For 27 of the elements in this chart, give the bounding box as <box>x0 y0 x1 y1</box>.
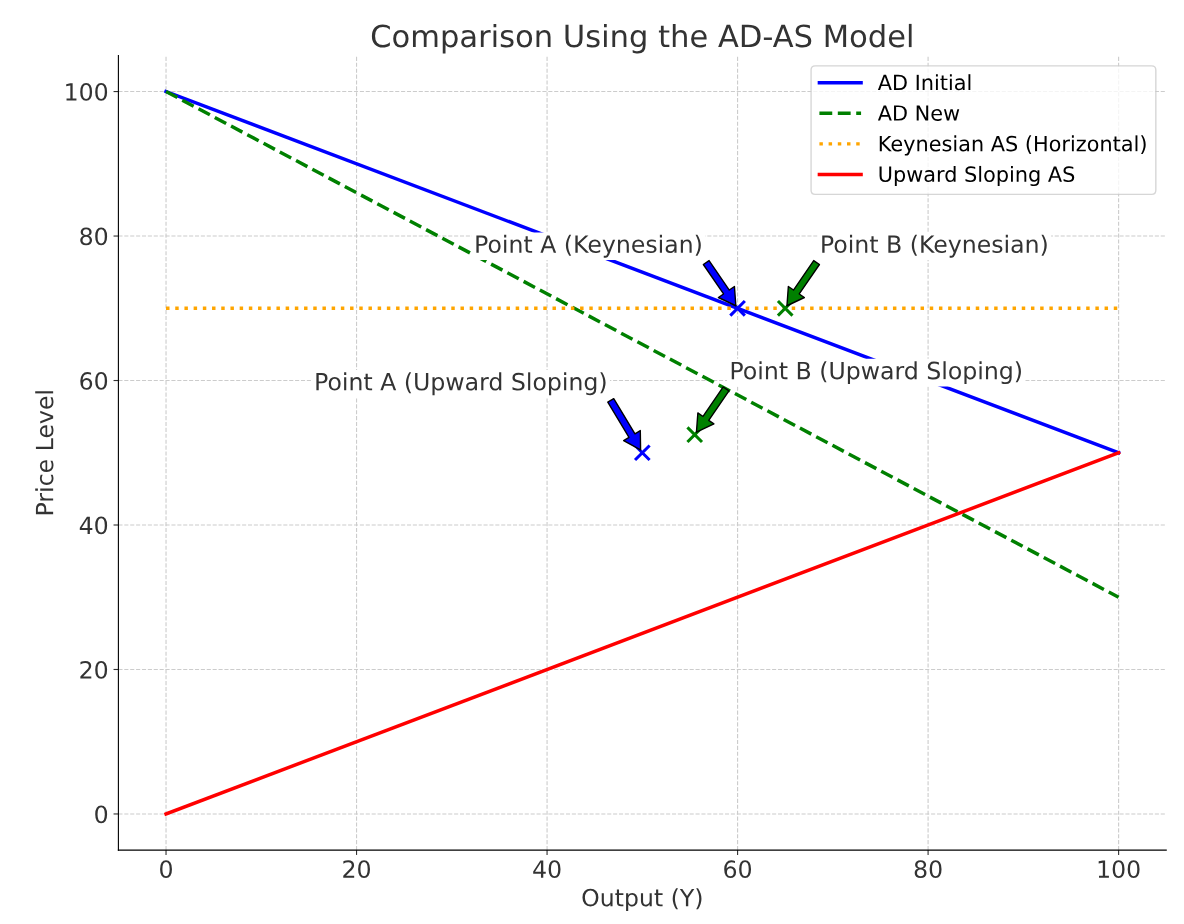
x-tick-label: 40 <box>533 860 561 879</box>
y-tick-label: 20 <box>80 660 108 679</box>
annotation: Point A (Keynesian) <box>476 234 701 258</box>
chart-title: Comparison Using the AD-AS Model <box>371 23 912 54</box>
legend-label: Upward Sloping AS <box>879 165 1075 187</box>
legend-label: Keynesian AS (Horizontal) <box>879 135 1146 156</box>
annotation: Point B (Keynesian) <box>822 234 1047 258</box>
x-tick-label: 20 <box>343 860 370 879</box>
y-axis-title: Price Level <box>35 391 54 515</box>
annotation: Point B (Upward Sloping) <box>731 361 1021 385</box>
y-tick-label: 40 <box>79 516 108 535</box>
y-tick-label: 100 <box>66 83 108 101</box>
x-tick-label: 0 <box>160 860 172 879</box>
annotation: Point A (Upward Sloping) <box>316 372 606 396</box>
y-tick-label: 80 <box>80 227 108 246</box>
x-axis-title: Output (Y) <box>582 888 702 912</box>
y-tick-label: 0 <box>95 805 108 824</box>
y-tick-label: 60 <box>80 371 108 390</box>
point <box>776 299 795 318</box>
legend-label: AD Initial <box>877 74 971 91</box>
point <box>728 299 747 318</box>
x-tick-label: 60 <box>724 860 752 879</box>
x-tick-label: 100 <box>1098 860 1140 879</box>
point <box>633 443 652 462</box>
legend-label: AD New <box>877 105 960 121</box>
point <box>685 425 704 444</box>
x-tick-label: 80 <box>914 860 942 879</box>
